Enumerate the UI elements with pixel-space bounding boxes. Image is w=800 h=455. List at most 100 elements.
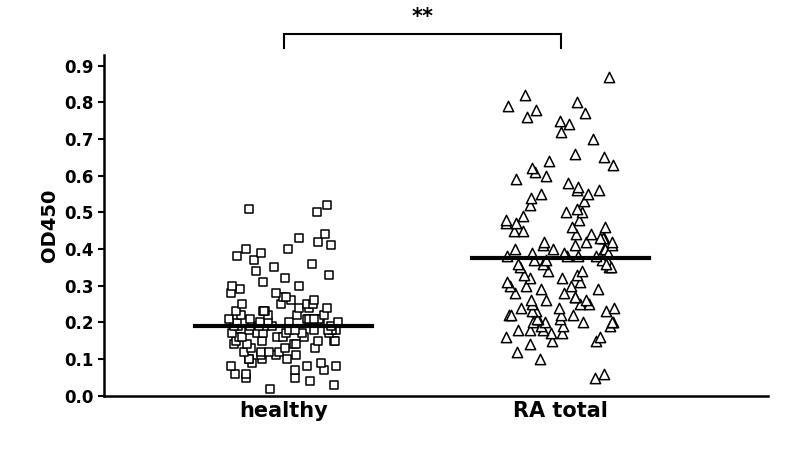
- Point: [593, 187, 606, 194]
- Point: [603, 323, 616, 330]
- Point: [558, 249, 570, 256]
- Point: [258, 323, 271, 330]
- Point: [235, 312, 248, 319]
- Point: [320, 304, 333, 311]
- Point: [230, 319, 243, 326]
- Point: [562, 121, 575, 128]
- Point: [553, 304, 566, 311]
- Point: [523, 202, 536, 209]
- Point: [224, 363, 237, 370]
- Point: [301, 363, 314, 370]
- Point: [331, 319, 344, 326]
- Point: [598, 223, 611, 231]
- Point: [530, 308, 542, 315]
- Point: [298, 334, 310, 341]
- Point: [578, 110, 591, 117]
- Point: [293, 282, 306, 289]
- Point: [274, 300, 287, 308]
- Point: [560, 253, 573, 260]
- Point: [570, 187, 583, 194]
- Point: [246, 359, 258, 366]
- Point: [253, 319, 266, 326]
- Point: [602, 249, 614, 256]
- Point: [503, 312, 516, 319]
- Point: [517, 212, 530, 220]
- Point: [585, 231, 598, 238]
- Point: [258, 308, 271, 315]
- Point: [578, 198, 590, 205]
- Point: [532, 315, 545, 323]
- Point: [572, 253, 585, 260]
- Point: [270, 289, 282, 297]
- Point: [594, 334, 607, 341]
- Point: [327, 381, 340, 389]
- Point: [508, 227, 521, 234]
- Point: [247, 257, 260, 264]
- Point: [288, 374, 301, 381]
- Point: [232, 323, 245, 330]
- Point: [554, 315, 566, 323]
- Point: [257, 308, 270, 315]
- Point: [600, 260, 613, 268]
- Point: [289, 367, 302, 374]
- Point: [225, 289, 238, 297]
- Point: [562, 179, 574, 187]
- Point: [524, 341, 537, 348]
- Point: [608, 304, 621, 311]
- Point: [242, 355, 255, 363]
- Point: [598, 370, 610, 378]
- Point: [566, 223, 578, 231]
- Point: [262, 319, 274, 326]
- Point: [236, 334, 249, 341]
- Point: [559, 209, 572, 216]
- Point: [539, 172, 552, 179]
- Point: [604, 264, 617, 271]
- Point: [570, 99, 583, 106]
- Point: [510, 220, 522, 227]
- Point: [540, 257, 553, 264]
- Point: [527, 257, 540, 264]
- Point: [244, 315, 257, 323]
- Point: [606, 319, 619, 326]
- Point: [262, 348, 275, 355]
- Point: [579, 238, 592, 245]
- Point: [569, 150, 582, 157]
- Point: [500, 220, 513, 227]
- Point: [499, 334, 512, 341]
- Point: [278, 275, 291, 282]
- Point: [501, 253, 514, 260]
- Point: [300, 315, 313, 323]
- Point: [606, 242, 618, 249]
- Point: [311, 209, 324, 216]
- Point: [318, 231, 331, 238]
- Point: [554, 117, 566, 124]
- Point: [577, 319, 590, 326]
- Point: [282, 245, 294, 253]
- Point: [534, 323, 547, 330]
- Point: [222, 315, 235, 323]
- Point: [570, 271, 583, 278]
- Point: [590, 253, 602, 260]
- Point: [329, 337, 342, 344]
- Point: [254, 348, 267, 355]
- Point: [593, 234, 606, 242]
- Point: [241, 341, 254, 348]
- Point: [321, 326, 334, 334]
- Point: [601, 257, 614, 264]
- Point: [526, 165, 538, 172]
- Point: [583, 300, 596, 308]
- Point: [528, 168, 541, 176]
- Point: [515, 304, 528, 311]
- Point: [284, 297, 297, 304]
- Point: [602, 264, 615, 271]
- Point: [282, 326, 295, 334]
- Point: [239, 374, 252, 381]
- Point: [311, 319, 324, 326]
- Point: [242, 205, 255, 212]
- Point: [502, 102, 514, 110]
- Point: [558, 289, 571, 297]
- Point: [306, 260, 318, 268]
- Point: [311, 238, 324, 245]
- Point: [307, 315, 320, 323]
- Point: [250, 330, 263, 337]
